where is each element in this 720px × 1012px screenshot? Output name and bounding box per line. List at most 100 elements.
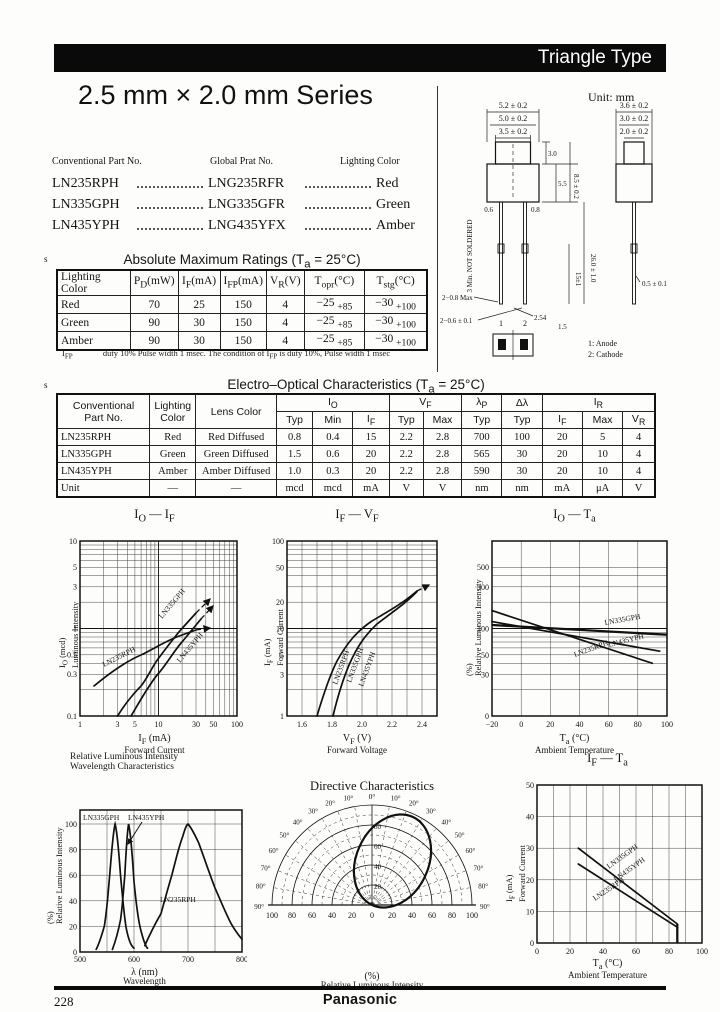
table-cell: Amber [149,462,197,480]
col-group-ir: IR [541,393,656,412]
y-axis-label: IF (mA) Forward Current [262,609,285,666]
package-dimension-drawing: 5.2 ± 0.2 5.0 ± 0.2 3.5 ± 0.2 3.0 5.5 8.… [440,101,667,360]
col-header: VR(V) [265,269,305,296]
table-cell: Red [56,295,131,314]
table-cell: 4 [265,295,305,314]
col-group-vf: VF [388,393,463,412]
dotted-leader [305,185,371,188]
abs-max-title: Absolute Maximum Ratings (Ta = 25°C) [123,252,361,271]
table-cell: 2.8 [422,428,463,446]
abs-max-footnote: IFP duty 10% Pulse width 1 msec. The con… [62,348,390,361]
table-row: Amber 90 30 150 4 −25 +85 −30 +100 [56,331,428,351]
table-cell: 4 [265,331,305,351]
footprint-view [492,330,534,360]
table-cell: 20 [541,428,583,446]
chart-title: IF — VF [335,507,379,525]
data-curves [316,584,431,717]
tick-label: 0.3 [67,670,77,679]
svg-text:5.2 ± 0.2: 5.2 ± 0.2 [499,101,527,110]
tick-label: 50 [209,720,217,729]
tick-label: 0 [485,712,489,721]
table-cell: 20 [541,445,583,463]
tick-label: 80 [69,846,77,855]
table-cell: 30 [177,313,221,332]
table-cell: 30 [501,462,543,480]
tick-label: 90° [254,903,264,911]
table-cell: 10 [581,462,624,480]
tick-label: 1.6 [297,720,307,729]
chart-if-vs-vf: IF — VF IF (mA) Forward Current LN235RPH… [257,508,457,755]
side-lead-dim: 0.5 ± 0.1 [642,280,667,288]
tick-label: 80 [288,911,296,920]
col-header: Global Prat No. [210,156,274,167]
table-cell: nm [461,479,503,498]
tick-label: 20° [409,800,419,808]
front-dimension-labels: 5.2 ± 0.2 5.0 ± 0.2 3.5 ± 0.2 [499,101,527,136]
dotted-leader [137,206,203,209]
col-header: Lighting Color [340,156,400,167]
table-cell: 5 [581,428,624,446]
global-part-no: LNG435YFX [208,218,286,233]
side-dimension-labels: 3.6 ± 0.2 3.0 ± 0.2 2.0 ± 0.2 [620,101,648,136]
table-cell: 0.8 [275,428,314,446]
chart-title: Directive Characteristics [310,779,434,793]
lighting-color: Red [376,176,399,191]
svg-text:0.8: 0.8 [531,206,540,214]
tick-label: 500 [74,955,86,964]
tick-label: 40 [576,720,584,729]
table-cell: 10 [581,445,624,463]
tick-label: 100 [696,947,708,956]
chart-io-vs-if: IO — IF IO (mcd) Luminous Intensity [52,508,257,755]
tick-label: 40 [374,863,382,871]
svg-text:2.54: 2.54 [534,314,547,322]
leader-lines [473,296,534,321]
svg-text:1.5: 1.5 [558,323,567,331]
table-cell: — [149,479,197,498]
directivity-lobe [352,813,433,909]
tick-label: 10° [343,795,353,803]
tick-label: 300 [477,583,489,592]
col-header: IF(mA) [177,269,221,296]
table-cell: −30 +100 [364,331,428,351]
series-label: LN435YPH [607,631,645,649]
plot-frame [79,809,243,953]
series-label: LN235RPH [573,638,610,659]
tick-label: 0.1 [67,712,77,721]
y-axis-label: (%) Relative Luminous Intensity [45,827,64,924]
col-header: Tstg(°C) [364,269,428,296]
table-cell: 2.8 [422,462,463,480]
tick-label: 20 [546,720,554,729]
series-label: LN335GPH [604,612,642,627]
svg-text:15±1: 15±1 [574,272,582,287]
series-label: LN335GPH [157,586,188,620]
svg-text:8.5 ± 0.2: 8.5 ± 0.2 [572,174,580,199]
tick-label: 80 [634,720,642,729]
conventional-part-no: LN435YPH [52,218,120,233]
tick-label: 0 [519,720,523,729]
tick-label: 100 [661,720,673,729]
series-title: 2.5 mm × 2.0 mm Series [78,80,373,110]
y-axis-label: IO (mcd) Luminous Intensity [57,601,80,668]
sub-header: Typ [388,411,424,429]
table-cell: 1.0 [275,462,314,480]
tick-label: 5 [280,651,284,660]
tick-label: 30° [426,808,436,816]
brand-logo: Panasonic [322,992,398,1008]
table-cell: 90 [129,313,179,332]
svg-text:1: Anode: 1: Anode [588,339,618,348]
chart-wavelength: Relative Luminous Intensity Wavelength C… [42,752,248,986]
tick-label: 2.2 [387,720,397,729]
table-cell: −30 +100 [364,313,428,332]
chart-title: IF — Ta [587,751,628,769]
svg-text:3.0 ± 0.2: 3.0 ± 0.2 [620,114,648,123]
radial-labels: 80 60 40 20 [374,823,382,891]
table-cell: −25 +85 [303,295,366,314]
table-cell: 100 [501,428,543,446]
chart-canvas: LN235RPH LN335GPH LN435YPH 1.6 1.8 2.0 2.2 2… [272,537,438,729]
table-cell: 4 [622,445,656,463]
x-axis-label: λ (nm) Wavelength [123,967,166,986]
y-tick-labels: 50 40 30 20 10 0 [526,781,534,948]
y-axis-label: (%) Relative Luminous Intensity [464,579,483,676]
table-cell: Green [56,313,131,332]
pin-legend: 1: Anode 2: Cathode [588,339,623,359]
